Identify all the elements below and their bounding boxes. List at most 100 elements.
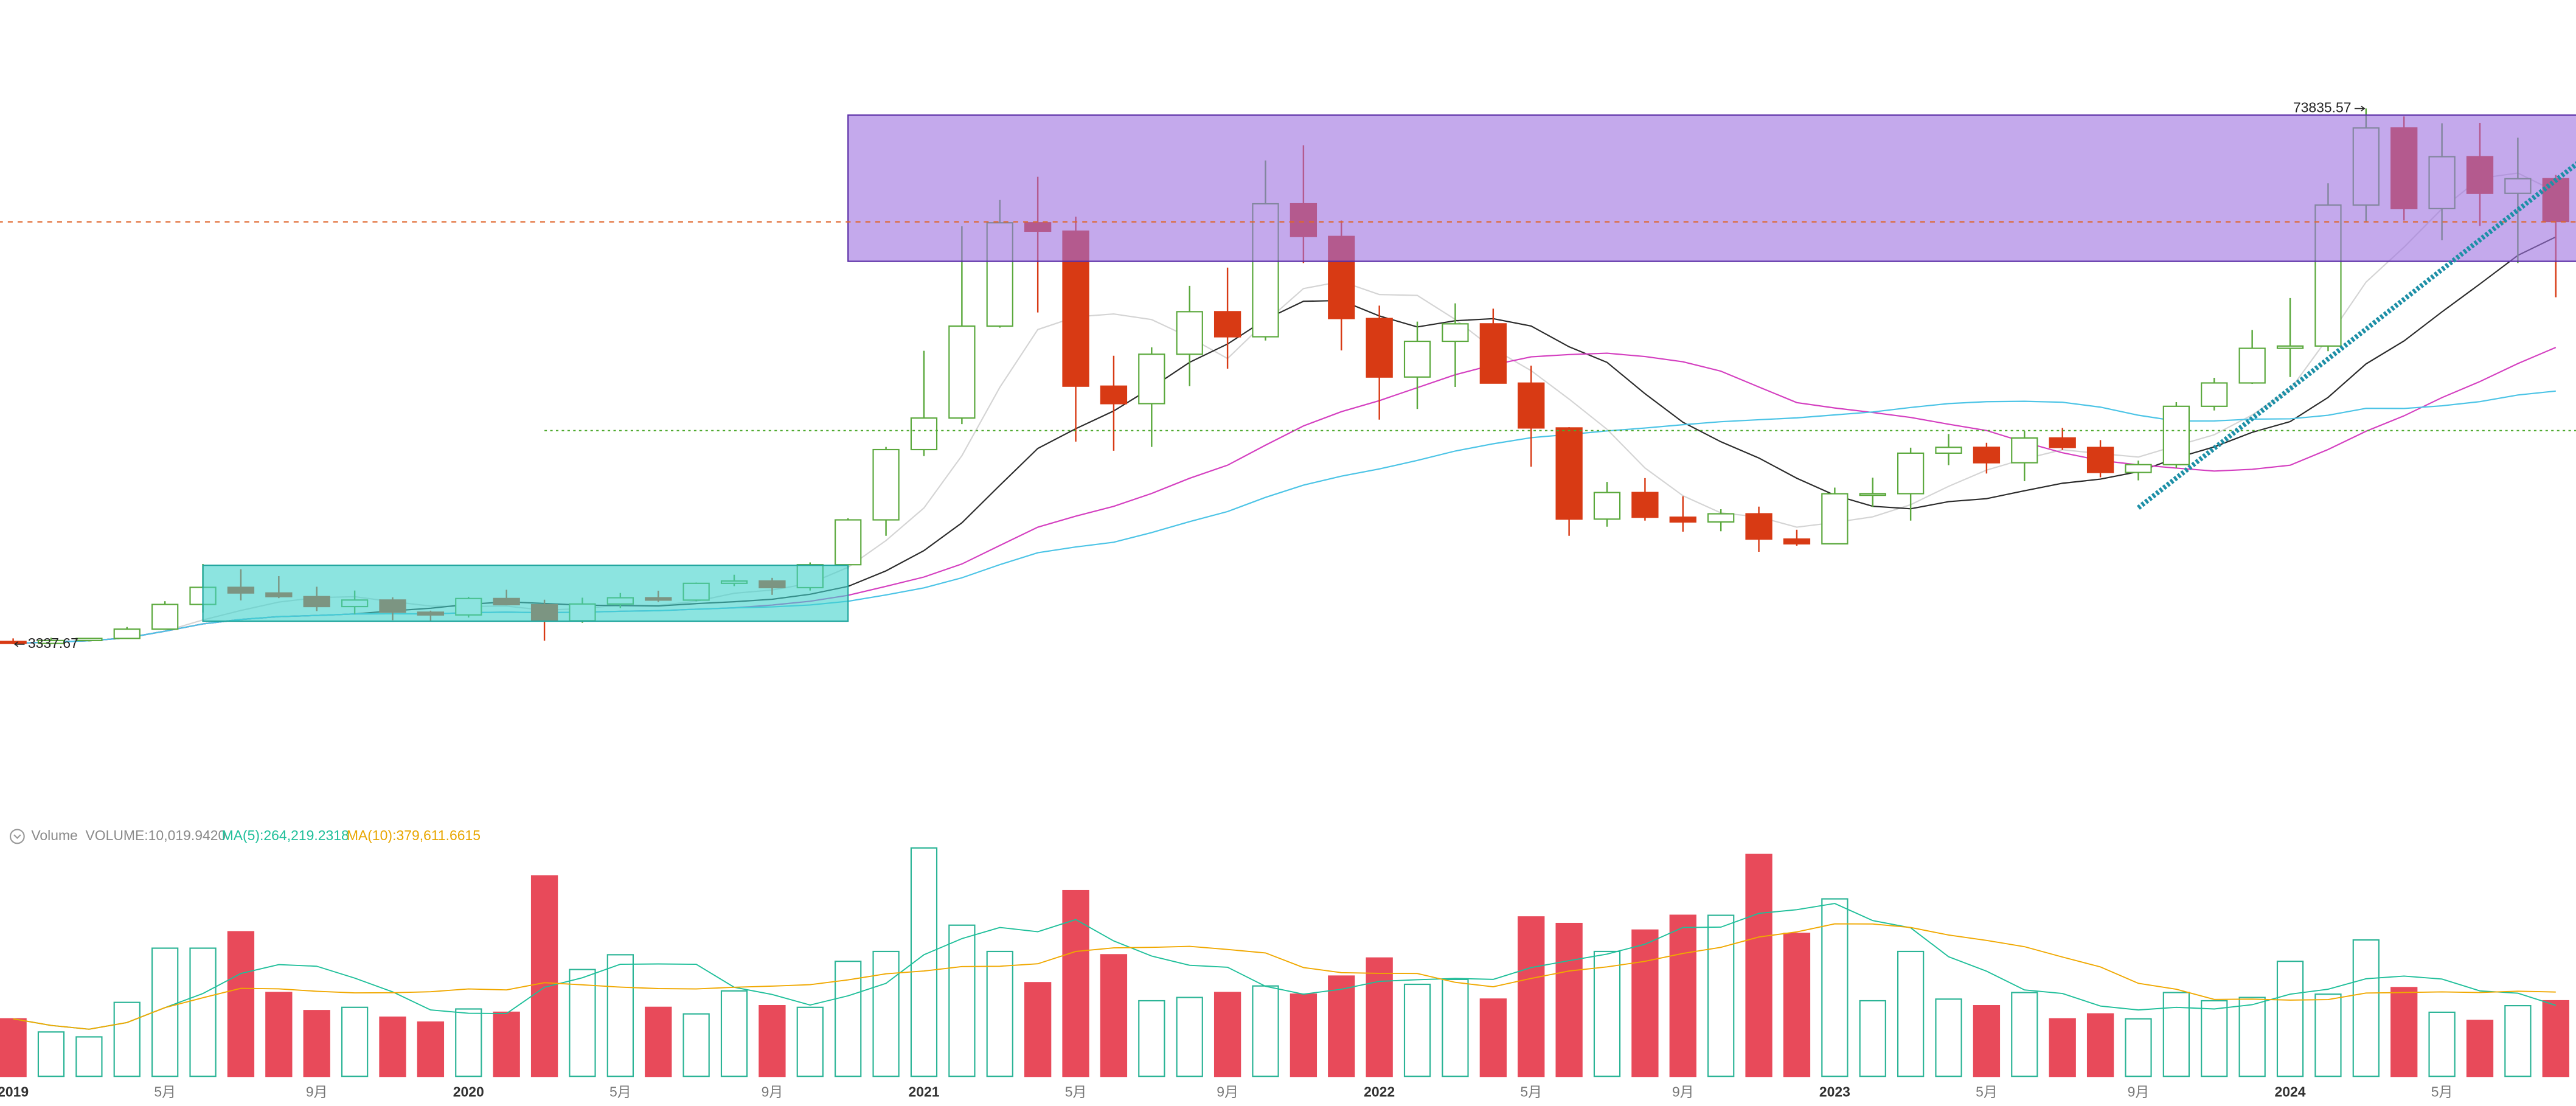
max-price-arrow	[2354, 105, 2366, 112]
x-tick-label: 5月	[154, 1083, 176, 1099]
volume-bar	[720, 990, 748, 1077]
x-tick-label: 9月	[762, 1083, 783, 1099]
max-price-label: 73835.57	[2293, 99, 2352, 115]
candle-body	[1366, 318, 1393, 378]
candle-body	[2086, 447, 2114, 473]
volume-bar	[1176, 996, 1203, 1077]
icon-circle	[9, 829, 25, 844]
zone-rect	[202, 565, 849, 622]
volume-bar	[227, 931, 255, 1077]
volume-bar	[417, 1021, 445, 1077]
volume-bar	[1631, 929, 1659, 1077]
volume-bar	[1024, 982, 1052, 1077]
volume-bar	[1442, 978, 1469, 1077]
volume-bar	[1745, 854, 1772, 1077]
volume-legend-text: VOLUME:10,019.9420	[85, 827, 226, 843]
volume-bar	[37, 1031, 65, 1077]
volume-bar	[530, 875, 558, 1077]
candle-body	[1100, 385, 1128, 405]
volume-bar	[2011, 992, 2038, 1077]
volume-bar	[0, 1018, 27, 1077]
volume-bar	[606, 954, 634, 1077]
volume-bar	[2314, 993, 2342, 1077]
volume-bar	[1783, 933, 1811, 1077]
volume-bar	[872, 950, 900, 1077]
candle-body	[1973, 447, 2001, 464]
volume-bar	[986, 950, 1013, 1077]
candle-body	[835, 519, 862, 566]
volume-bar	[151, 947, 179, 1077]
candle-body	[1707, 513, 1735, 523]
candle-body	[1555, 427, 1583, 520]
candle-body	[1631, 492, 1659, 518]
volume-bar	[1403, 983, 1431, 1077]
x-tick-label: 2023	[1819, 1083, 1850, 1099]
volume-bar	[1897, 950, 1925, 1077]
candle-body	[910, 417, 938, 451]
volume-bar	[759, 1005, 786, 1077]
volume-bar	[1479, 998, 1507, 1077]
volume-bar	[1518, 916, 1545, 1077]
volume-bar	[1062, 889, 1089, 1077]
candle-body	[2162, 405, 2190, 465]
candle-body	[0, 641, 27, 644]
candle-body	[948, 325, 976, 419]
volume-bar	[2201, 1000, 2228, 1077]
x-tick-label: 2024	[2275, 1083, 2306, 1099]
volume-collapse-icon[interactable]	[9, 829, 25, 844]
x-tick-label: 5月	[2431, 1083, 2453, 1099]
candle-body	[1138, 353, 1165, 405]
volume-bar	[645, 1006, 672, 1077]
volume-bar	[948, 924, 976, 1077]
volume-bar	[2542, 1000, 2569, 1077]
volume-legend-text: MA(10):379,611.6615	[347, 827, 481, 843]
volume-bar	[2125, 1018, 2152, 1077]
candle-body	[37, 639, 65, 644]
candle-body	[1593, 492, 1621, 520]
volume-bar	[1669, 914, 1696, 1077]
candle-body	[1935, 447, 1962, 454]
volume-bar	[1973, 1005, 2001, 1077]
min-price-label: 3337.67	[28, 635, 78, 651]
x-tick-label: 5月	[1976, 1083, 1998, 1099]
candle-body	[75, 638, 103, 641]
volume-bar	[1213, 992, 1241, 1077]
x-tick-label: 9月	[1217, 1083, 1238, 1099]
volume-bar	[1138, 1000, 1165, 1077]
volume-bar	[1290, 993, 1318, 1077]
min-price-arrow	[13, 641, 25, 647]
volume-bar	[189, 947, 217, 1077]
candle-body	[113, 628, 141, 639]
volume-ma-line	[13, 903, 2557, 1030]
x-tick-label: 9月	[306, 1083, 328, 1099]
volume-bar	[265, 992, 293, 1077]
x-tick-label: 2021	[908, 1083, 939, 1099]
candle-body	[2238, 347, 2266, 384]
volume-bar	[379, 1016, 406, 1077]
candle-body	[2201, 382, 2228, 407]
volume-bar	[2049, 1018, 2076, 1077]
volume-bar	[1859, 1000, 1886, 1077]
candle-body	[1213, 311, 1241, 338]
candle-body	[1176, 311, 1203, 355]
volume-bar	[2428, 1011, 2456, 1077]
volume-bar	[2162, 992, 2190, 1077]
candle-body	[1859, 493, 1886, 496]
volume-bar	[2238, 996, 2266, 1077]
volume-bar	[75, 1036, 103, 1077]
volume-bar	[796, 1006, 824, 1077]
volume-bar	[113, 1001, 141, 1077]
candle-body	[1403, 340, 1431, 378]
icon-chevron	[13, 834, 21, 840]
volume-legend-text: MA(5):264,219.2318	[222, 827, 349, 843]
volume-bar	[2504, 1005, 2532, 1077]
candle-body	[1783, 538, 1811, 544]
volume-ma-line	[13, 923, 2556, 1030]
x-tick-label: 2022	[1364, 1083, 1395, 1099]
volume-bar	[455, 1008, 482, 1077]
candle-body	[872, 448, 900, 521]
volume-bar	[303, 1010, 330, 1077]
candle-body	[1897, 452, 1925, 495]
volume-bar	[1821, 898, 1849, 1077]
